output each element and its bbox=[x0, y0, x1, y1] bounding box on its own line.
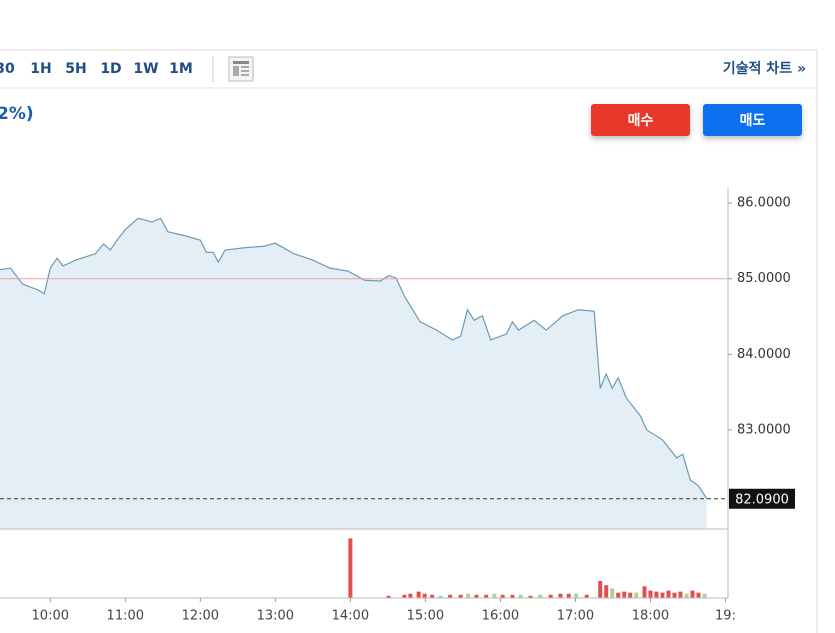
x-tick-label: 17:00 bbox=[557, 609, 594, 624]
volume-bar bbox=[642, 586, 647, 598]
volume-bar bbox=[678, 591, 683, 598]
volume-bar bbox=[484, 594, 489, 598]
volume-bar bbox=[474, 594, 479, 598]
last-value-box bbox=[729, 488, 795, 509]
volume-bar bbox=[690, 590, 695, 598]
volume-bar bbox=[548, 594, 553, 598]
volume-bar bbox=[610, 588, 615, 598]
volume-bar bbox=[500, 594, 505, 598]
sell-label: 매도 bbox=[740, 113, 766, 129]
y-tick-label: 85.0000 bbox=[737, 271, 791, 286]
buy-label: 매수 bbox=[628, 113, 654, 129]
volume-bar bbox=[430, 594, 435, 598]
volume-bar bbox=[492, 593, 497, 598]
y-tick-label: 84.0000 bbox=[737, 347, 791, 362]
interval-button[interactable]: 30 bbox=[0, 61, 15, 77]
volume-bar bbox=[604, 585, 609, 598]
volume-bar bbox=[416, 591, 421, 598]
y-tick-label: 86.0000 bbox=[737, 196, 791, 211]
x-tick-label: 15:00 bbox=[407, 609, 444, 624]
volume-bar bbox=[510, 594, 515, 598]
volume-bar bbox=[634, 592, 639, 598]
volume-bar bbox=[622, 591, 627, 598]
technical-chart-link[interactable]: 기술적 차트 » bbox=[723, 60, 806, 77]
volume-bar bbox=[584, 594, 589, 598]
x-tick-label: 18:00 bbox=[632, 609, 669, 624]
price-area bbox=[0, 218, 707, 529]
last-value-label: 82.0900 bbox=[735, 492, 789, 507]
interval-button[interactable]: 1H bbox=[30, 61, 51, 77]
layout-icon[interactable] bbox=[228, 56, 254, 82]
volume-bar bbox=[408, 593, 413, 598]
volume-bar bbox=[438, 595, 443, 598]
x-tick-label: 14:00 bbox=[332, 609, 369, 624]
price-line bbox=[0, 217, 708, 500]
interval-button[interactable]: 1D bbox=[100, 61, 121, 77]
x-tick-label: 16:00 bbox=[482, 609, 519, 624]
volume-bar bbox=[628, 592, 633, 598]
volume-bar bbox=[348, 538, 353, 598]
buy-button[interactable]: 매수 bbox=[591, 104, 690, 136]
volume-bar bbox=[574, 593, 579, 598]
volume-bar bbox=[558, 593, 563, 598]
volume-bar bbox=[448, 594, 453, 598]
x-tick-label: 11:00 bbox=[107, 609, 144, 624]
volume-bar bbox=[702, 593, 707, 598]
volume-bar bbox=[696, 592, 701, 598]
volume-bar bbox=[402, 594, 407, 598]
volume-bar bbox=[386, 595, 391, 598]
volume-bar bbox=[528, 595, 533, 598]
volume-bar bbox=[598, 580, 603, 598]
x-tick-label: 12:00 bbox=[182, 609, 219, 624]
interval-button[interactable]: 1M bbox=[169, 61, 193, 77]
change-text: 2%) bbox=[0, 104, 34, 124]
volume-bar bbox=[648, 590, 653, 598]
y-tick-label: 83.0000 bbox=[737, 422, 791, 437]
volume-bar bbox=[538, 594, 543, 598]
volume-bar bbox=[666, 590, 671, 598]
x-tick-label: 19: bbox=[715, 609, 736, 624]
volume-bar bbox=[458, 594, 463, 598]
volume-bar bbox=[466, 593, 471, 598]
volume-bar bbox=[422, 593, 427, 598]
volume-bar bbox=[672, 592, 677, 598]
x-tick-label: 13:00 bbox=[257, 609, 294, 624]
interval-button[interactable]: 5H bbox=[65, 61, 86, 77]
volume-bar bbox=[616, 592, 621, 598]
volume-bar bbox=[654, 591, 659, 598]
volume-bar bbox=[660, 592, 665, 598]
interval-button[interactable]: 1W bbox=[133, 61, 158, 77]
volume-bar bbox=[684, 593, 689, 598]
x-tick-label: 10:00 bbox=[32, 609, 69, 624]
volume-bar bbox=[518, 594, 523, 598]
sell-button[interactable]: 매도 bbox=[703, 104, 802, 136]
volume-bar bbox=[566, 593, 571, 598]
